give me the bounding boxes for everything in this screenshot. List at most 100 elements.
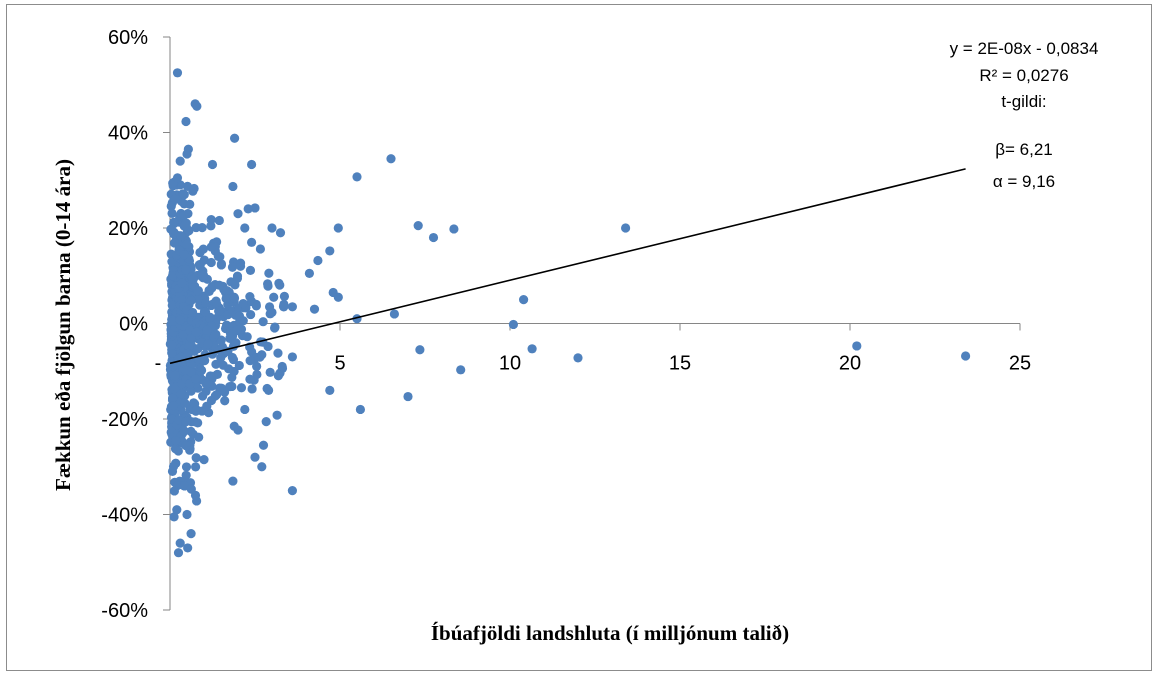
data-point <box>194 432 204 442</box>
data-point <box>246 309 256 320</box>
data-point <box>182 509 192 520</box>
data-point <box>186 426 196 436</box>
data-point <box>519 295 529 305</box>
data-point <box>227 262 238 272</box>
y-tick-label: 40% <box>108 123 148 145</box>
data-point <box>206 221 216 231</box>
y-axis-title: Fækkun eða fjölgun barna (0-14 ára) <box>51 159 75 491</box>
data-point <box>242 332 252 342</box>
data-point <box>205 371 215 381</box>
data-point <box>166 224 176 234</box>
data-point <box>251 301 261 311</box>
data-point <box>240 404 250 415</box>
x-tick-label: 5 <box>334 353 345 375</box>
data-point <box>287 302 297 312</box>
data-point <box>428 232 439 243</box>
data-point <box>269 292 279 302</box>
data-point <box>233 209 243 219</box>
data-point <box>231 338 241 348</box>
data-point <box>257 462 267 472</box>
data-point <box>173 548 184 558</box>
regression-annotation: y = 2E-08x - 0,0834 R² = 0,0276 t-gildi: β=… <box>950 39 1099 191</box>
data-point <box>234 360 244 371</box>
data-point <box>193 285 203 296</box>
data-point <box>258 440 269 450</box>
data-point <box>179 210 189 221</box>
axes <box>163 36 1021 611</box>
data-point <box>325 246 335 256</box>
data-point <box>227 352 237 363</box>
data-point <box>167 340 177 350</box>
tick-labels: 60% 40% 20% 0% -20% -40% -60% - 5 10 15 20 25 <box>101 27 1031 622</box>
data-point <box>333 223 343 233</box>
data-point <box>245 356 255 366</box>
annotation-line: t-gildi: <box>1001 92 1046 111</box>
data-point <box>179 189 189 200</box>
data-point <box>193 418 203 428</box>
data-point <box>179 250 189 260</box>
data-point <box>167 270 178 281</box>
data-point <box>168 393 178 403</box>
data-point <box>221 293 231 304</box>
trendline <box>169 168 966 365</box>
data-point <box>168 316 178 326</box>
x-axis-title: Íbúafjöldi landshluta (í milljónum talið… <box>431 621 789 645</box>
data-point <box>309 304 320 314</box>
data-point <box>270 322 280 332</box>
data-point <box>313 255 323 266</box>
data-point <box>238 316 248 326</box>
data-point <box>265 367 275 377</box>
data-point <box>355 404 365 415</box>
data-point <box>961 351 971 361</box>
data-point <box>180 398 190 408</box>
data-point <box>238 298 248 309</box>
data-point <box>220 396 230 406</box>
data-point <box>287 486 297 496</box>
data-point <box>403 391 413 402</box>
data-point <box>191 405 202 415</box>
data-point <box>192 101 202 111</box>
data-point <box>261 417 271 427</box>
data-point <box>198 391 208 401</box>
data-point <box>183 543 193 553</box>
data-point <box>168 461 179 472</box>
data-point <box>207 159 218 170</box>
data-point <box>190 490 201 500</box>
data-point <box>247 237 257 247</box>
y-tick-label: 20% <box>108 218 148 240</box>
data-point <box>181 417 191 427</box>
data-point <box>245 292 255 302</box>
data-point <box>527 344 537 354</box>
data-point <box>275 228 286 238</box>
data-point <box>167 348 177 358</box>
data-point <box>218 360 228 370</box>
data-point <box>279 291 290 301</box>
data-point <box>191 327 201 337</box>
data-point <box>191 453 201 463</box>
data-point <box>245 374 255 384</box>
data-point <box>219 387 230 397</box>
data-point <box>177 278 187 288</box>
data-point <box>191 374 201 384</box>
data-point <box>181 264 191 275</box>
data-point <box>212 299 222 309</box>
annotation-line: R² = 0,0276 <box>979 66 1068 85</box>
data-point <box>166 201 176 211</box>
data-point <box>216 335 226 345</box>
data-point <box>216 259 227 269</box>
data-point <box>178 330 188 340</box>
data-point <box>214 215 224 226</box>
data-point <box>186 367 196 378</box>
data-point <box>247 159 257 170</box>
data-point <box>279 299 289 309</box>
data-point <box>188 307 198 318</box>
annotation-line: β= 6,21 <box>995 140 1053 159</box>
data-point <box>852 341 862 351</box>
annotation-line: y = 2E-08x - 0,0834 <box>950 39 1099 58</box>
data-point <box>264 385 274 395</box>
data-point <box>240 223 250 233</box>
data-point <box>177 295 187 305</box>
data-point <box>197 223 207 233</box>
data-point <box>573 353 583 363</box>
data-point <box>181 462 192 472</box>
